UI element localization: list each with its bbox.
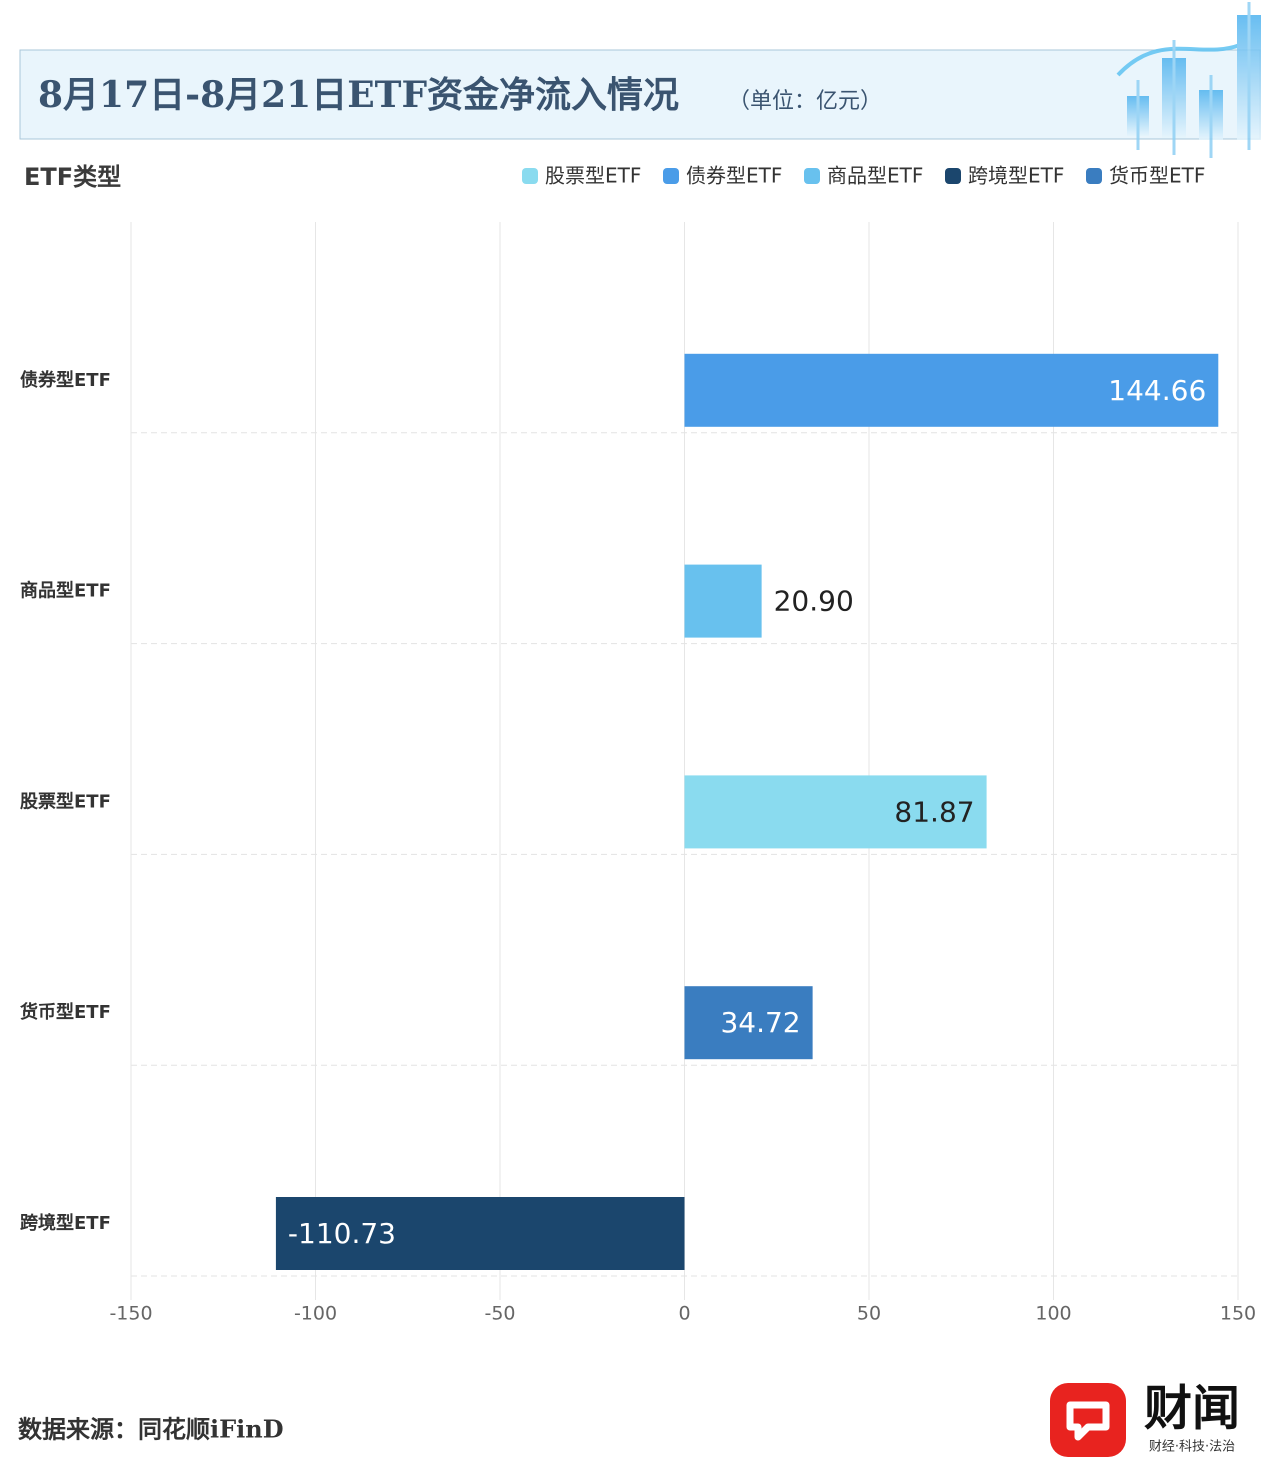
y-tick-label: 商品型ETF: [20, 580, 111, 602]
legend-label: 商品型ETF: [827, 164, 923, 188]
bar: [684, 353, 1219, 427]
value-label: 34.72: [720, 1006, 800, 1039]
chart-subtitle: （单位：亿元）: [728, 89, 882, 114]
title-box: [19, 49, 1261, 140]
bar: [684, 986, 813, 1060]
bar: [275, 1197, 685, 1270]
legend-label: 股票型ETF: [545, 164, 641, 188]
x-tick-label: -100: [294, 1303, 337, 1325]
y-tick-label: 跨境型ETF: [20, 1212, 111, 1234]
legend-swatch: [663, 168, 679, 184]
bar: [684, 775, 987, 849]
bar: [684, 564, 762, 638]
value-label: 81.87: [894, 795, 974, 828]
value-label: 20.90: [774, 585, 854, 618]
y-tick-label: 货币型ETF: [20, 1001, 111, 1023]
x-tick-label: 50: [857, 1303, 881, 1325]
legend-swatch: [522, 168, 538, 184]
x-tick-label: 0: [678, 1303, 690, 1325]
x-tick-label: 100: [1035, 1303, 1071, 1325]
chart-title: 8月17日-8月21日ETF资金净流入情况: [38, 74, 679, 116]
logo: 财闻 财经·科技·法治: [1050, 1381, 1240, 1457]
legend-swatch: [1086, 168, 1102, 184]
axis-title: ETF类型: [24, 163, 121, 191]
value-label: -110.73: [288, 1217, 396, 1250]
y-tick-label: 债券型ETF: [20, 369, 111, 391]
y-tick-label: 股票型ETF: [19, 790, 111, 812]
legend-swatch: [945, 168, 961, 184]
legend-label: 货币型ETF: [1109, 164, 1205, 188]
x-tick-label: -50: [484, 1303, 515, 1325]
logo-slogan: 财经·科技·法治: [1149, 1440, 1235, 1455]
source: 数据来源：同花顺iFinD: [18, 1415, 284, 1444]
legend-label: 债券型ETF: [686, 164, 782, 188]
legend-swatch: [804, 168, 820, 184]
x-tick-label: 150: [1220, 1303, 1256, 1325]
logo-name: 财闻: [1144, 1381, 1240, 1437]
value-label: 144.66: [1108, 374, 1206, 407]
x-tick-label: -150: [109, 1303, 152, 1325]
header-decoration: [1116, 2, 1261, 158]
legend-label: 跨境型ETF: [968, 164, 1064, 188]
